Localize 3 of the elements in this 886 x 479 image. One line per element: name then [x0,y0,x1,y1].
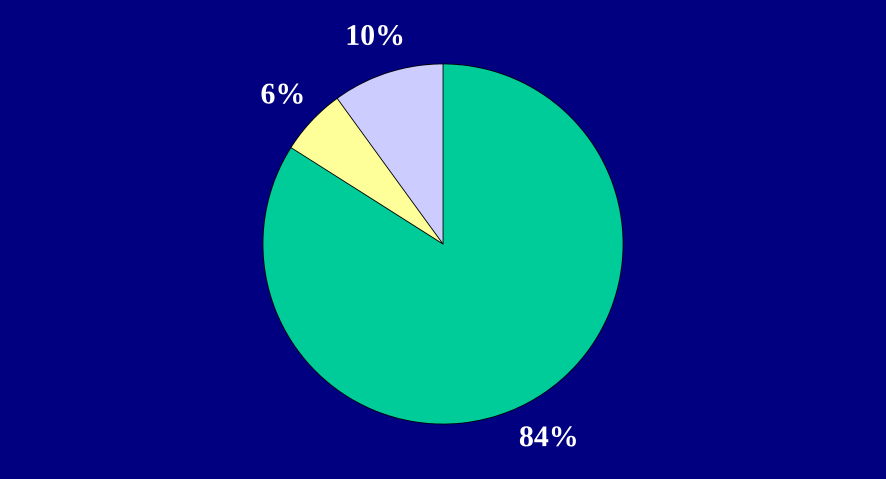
data-label: 6% [262,84,303,104]
data-label: 84% [520,426,576,447]
data-label: 10% [348,24,402,46]
